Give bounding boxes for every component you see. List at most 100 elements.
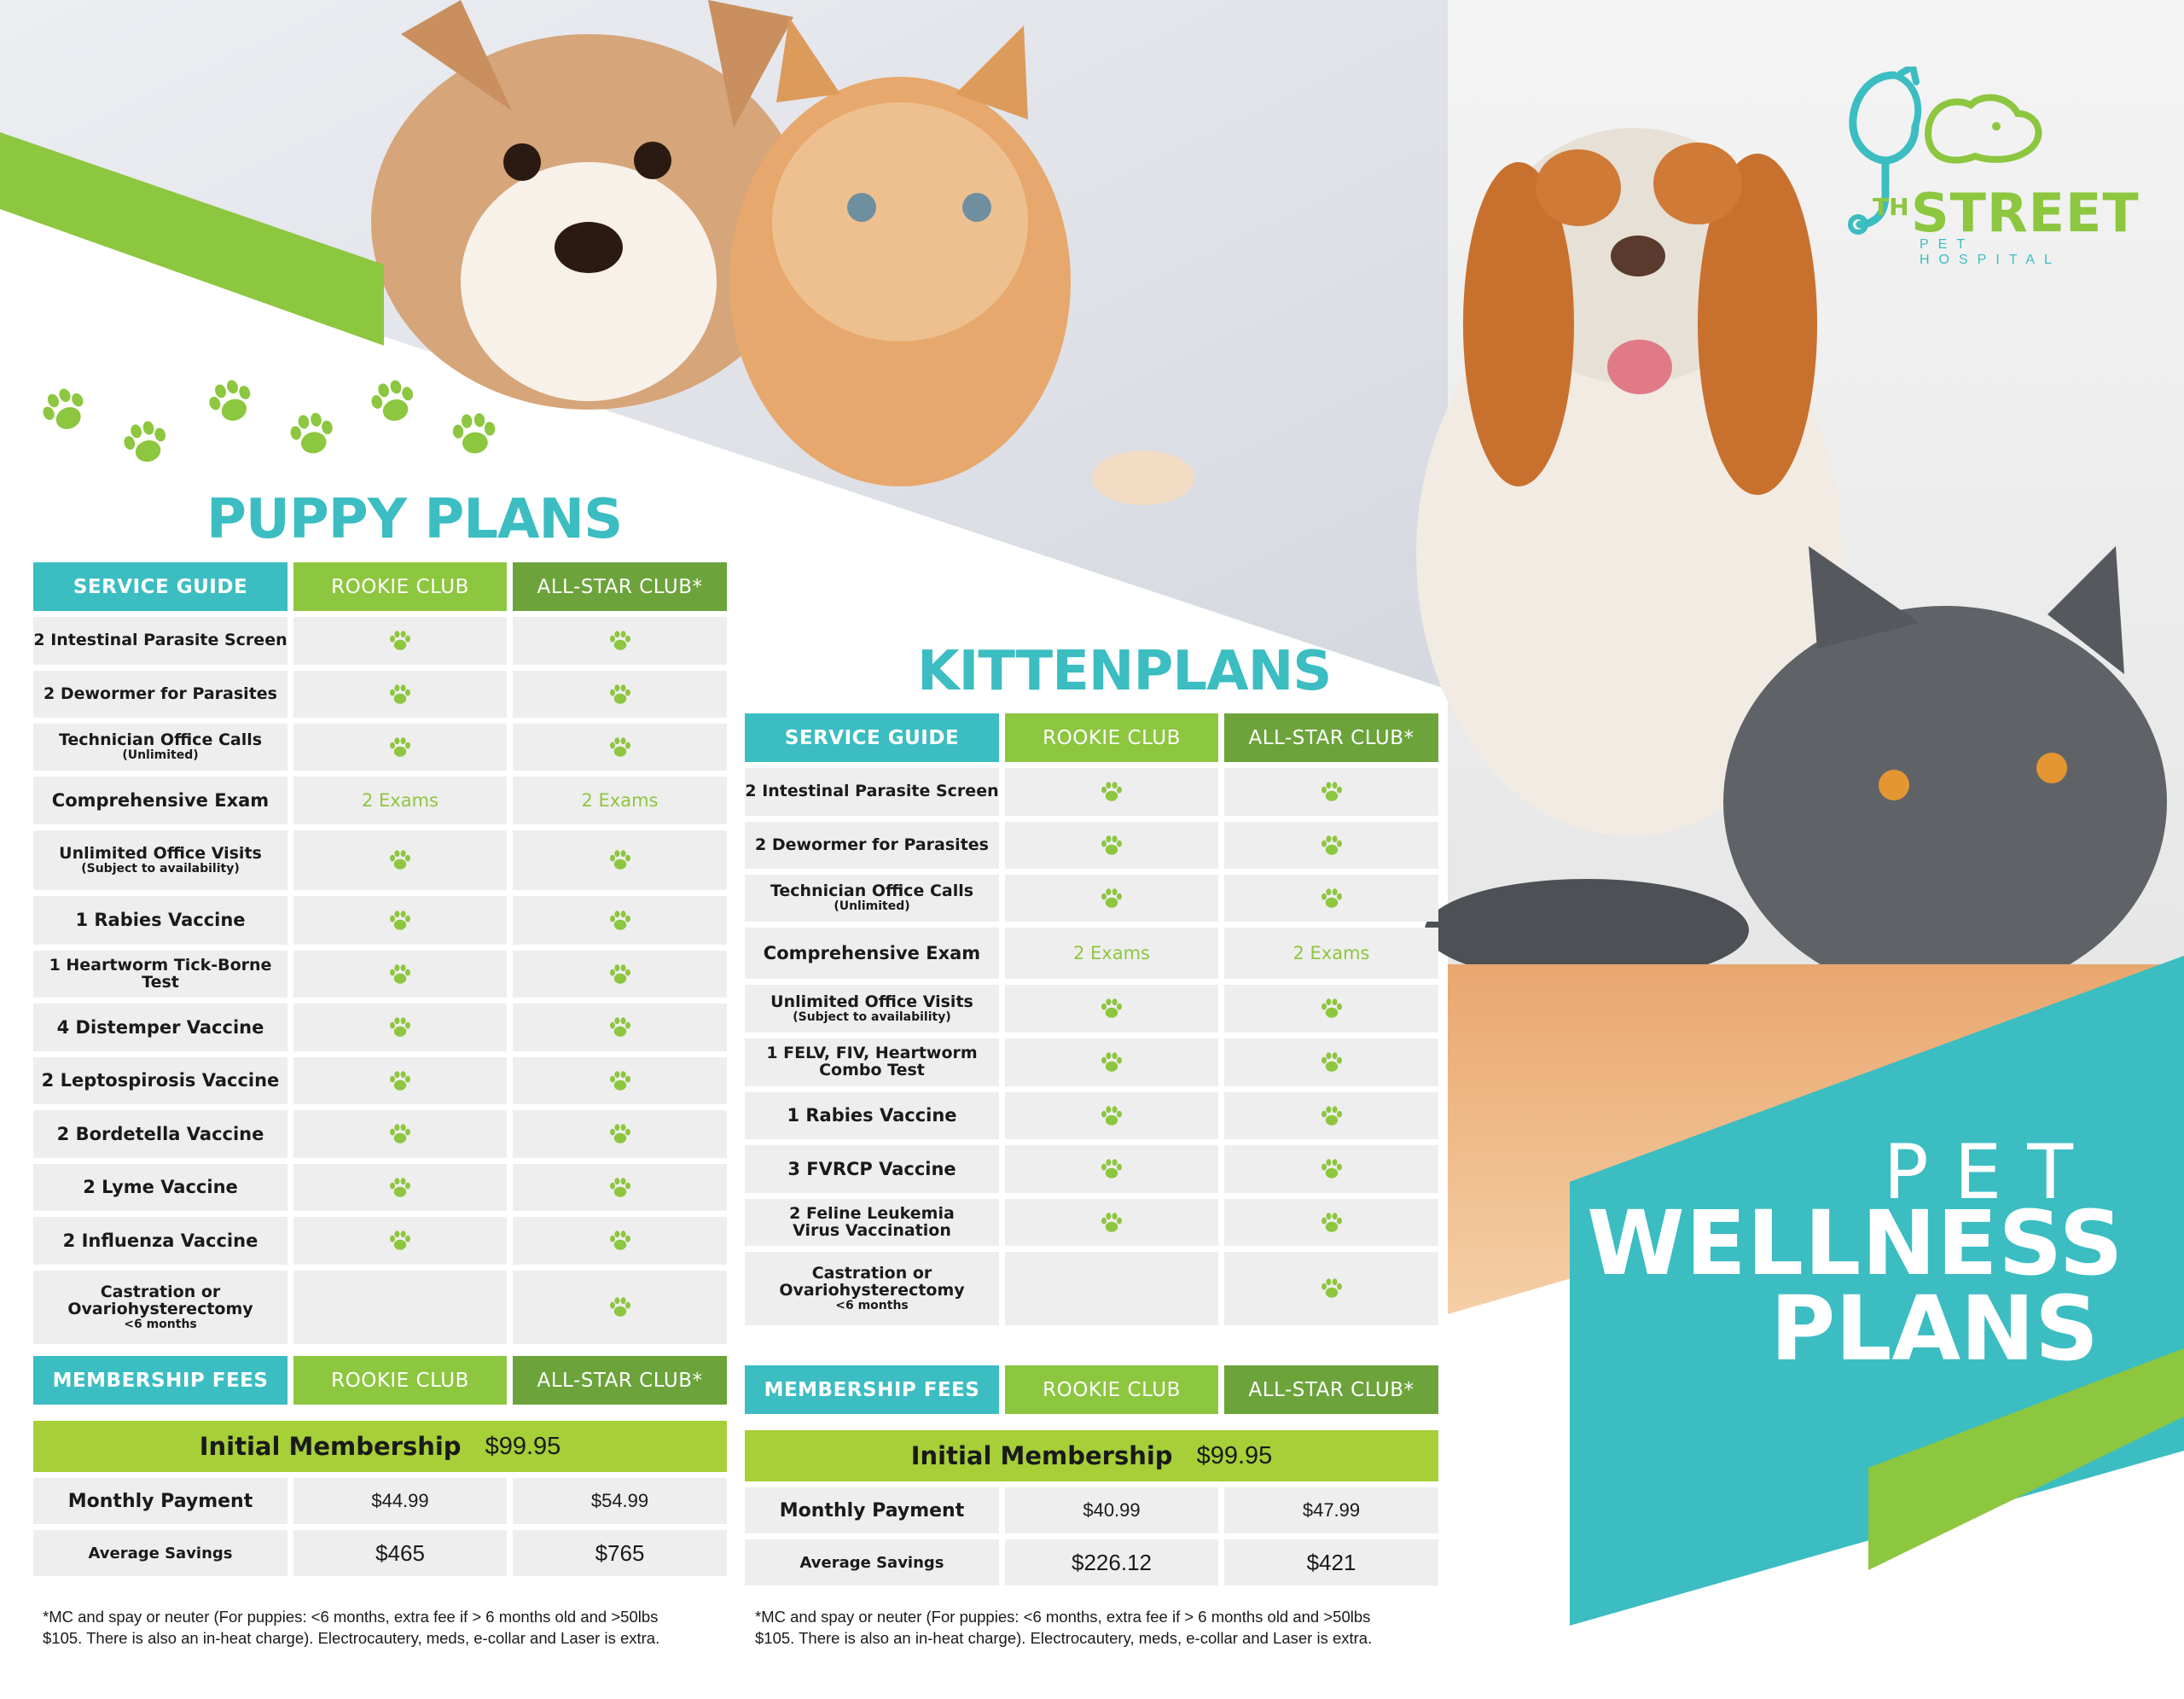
service-label: 2 Intestinal Parasite Screen [745, 783, 998, 800]
service-label-text: 4 Distemper Vaccine [57, 1018, 264, 1037]
service-row: 1 FELV, FIV, Heartworm Combo Test [745, 1039, 1438, 1086]
paw-icon [1319, 1276, 1345, 1301]
all-star-club-header: ALL-STAR CLUB* [1224, 713, 1438, 762]
service-row: Castration or Ovariohysterectomy <6 month… [33, 1271, 727, 1344]
all-star-club-cell [1224, 822, 1438, 869]
rookie-club-header: ROOKIE CLUB [1005, 713, 1218, 762]
all-star-club-cell [1224, 985, 1438, 1033]
service-name: Unlimited Office Visits (Subject to avail… [33, 830, 288, 890]
paw-icon [1319, 996, 1345, 1021]
all-star-club-cell [513, 1004, 727, 1051]
service-label: Technician Office Calls (Unlimited) [59, 732, 262, 762]
service-label-text: Castration or Ovariohysterectomy [779, 1266, 964, 1300]
service-label-text: Comprehensive Exam [52, 791, 269, 810]
all-star-club-cell [513, 1164, 727, 1211]
kitten-footnote: *MC and spay or neuter (For puppies: <6 … [755, 1607, 1455, 1650]
savings-rookie: $465 [293, 1530, 507, 1576]
service-label-subtext: <6 months [835, 1300, 909, 1312]
all-star-club-cell [513, 1110, 727, 1158]
initial-membership-value: $99.95 [485, 1433, 561, 1461]
service-row: 2 Leptospirosis Vaccine [33, 1057, 727, 1104]
service-label: 2 Influenza Vaccine [63, 1231, 258, 1250]
service-row: 2 Lyme Vaccine [33, 1164, 727, 1211]
paw-print-decoration [367, 375, 420, 433]
paw-icon [113, 410, 178, 475]
monthly-rookie: $44.99 [293, 1478, 507, 1524]
kitten-monthly-payment-row: Monthly Payment $40.99 $47.99 [745, 1487, 1438, 1533]
paw-icon [387, 1121, 413, 1147]
rookie-club-cell [293, 1164, 507, 1211]
paw-icon [282, 404, 343, 465]
service-label-text: Technician Office Calls [770, 883, 973, 900]
puppy-plans-heading: PUPPY PLANS [206, 488, 622, 551]
paw-icon [1319, 1156, 1345, 1182]
service-name: Comprehensive Exam [745, 928, 999, 979]
service-guide-header: SERVICE GUIDE [745, 713, 999, 762]
title-plans: PLANS [1587, 1284, 2099, 1373]
puppy-footnote: *MC and spay or neuter (For puppies: <6 … [43, 1607, 742, 1650]
service-label-text: 2 Bordetella Vaccine [57, 1125, 264, 1143]
rookie-club-cell [1005, 985, 1218, 1033]
service-label: Comprehensive Exam [764, 944, 980, 963]
service-row: 3 FVRCP Vaccine [745, 1145, 1438, 1193]
rookie-club-header: ROOKIE CLUB [293, 562, 507, 611]
paw-icon [30, 375, 100, 445]
service-label-subtext: <6 months [124, 1318, 197, 1331]
all-star-club-header: ALL-STAR CLUB* [1224, 1365, 1438, 1414]
service-name: 1 Heartworm Tick-Borne Test [33, 951, 288, 998]
paw-icon [387, 908, 413, 934]
footnote-line-2: $105. There is also an in-heat charge). … [755, 1628, 1455, 1650]
rookie-club-cell [1005, 768, 1218, 816]
paw-icon [387, 1175, 413, 1201]
service-row: Comprehensive Exam 2 Exams 2 Exams [33, 777, 727, 824]
exam-count: 2 Exams [582, 790, 659, 811]
paw-print-decoration [205, 375, 258, 433]
service-name: Unlimited Office Visits (Subject to avail… [745, 985, 999, 1033]
service-name: 2 Lyme Vaccine [33, 1164, 288, 1211]
service-label-text: 1 Rabies Vaccine [787, 1106, 956, 1125]
service-name: 2 Intestinal Parasite Screen [33, 617, 288, 665]
exam-count: 2 Exams [1293, 943, 1370, 963]
puppy-average-savings-row: Average Savings $465 $765 [33, 1530, 727, 1576]
service-label: Unlimited Office Visits (Subject to avail… [59, 846, 262, 876]
average-savings-label: Average Savings [745, 1539, 999, 1586]
rookie-club-cell [293, 1271, 507, 1344]
paw-icon [387, 628, 413, 654]
service-label: 2 Bordetella Vaccine [57, 1125, 264, 1143]
kitten-service-table: SERVICE GUIDE ROOKIE CLUB ALL-STAR CLUB*… [745, 713, 1438, 1331]
all-star-club-cell: 2 Exams [1224, 928, 1438, 979]
service-row: 2 Intestinal Parasite Screen [745, 768, 1438, 816]
all-star-club-cell [1224, 1092, 1438, 1139]
service-label-text: Comprehensive Exam [764, 944, 980, 963]
service-row: 2 Bordetella Vaccine [33, 1110, 727, 1158]
rookie-club-cell [293, 896, 507, 945]
all-star-club-cell: 2 Exams [513, 777, 727, 824]
paw-icon [445, 405, 502, 463]
rookie-club-header: ROOKIE CLUB [1005, 1365, 1218, 1414]
service-label: 4 Distemper Vaccine [57, 1018, 264, 1037]
exam-count: 2 Exams [362, 790, 439, 811]
service-label: 2 Leptospirosis Vaccine [42, 1071, 280, 1090]
service-label: Technician Office Calls (Unlimited) [770, 883, 973, 913]
footnote-line-2: $105. There is also an in-heat charge). … [43, 1628, 742, 1650]
paw-icon [1319, 1103, 1345, 1129]
rookie-club-cell [1005, 822, 1218, 869]
exam-count: 2 Exams [1073, 943, 1150, 963]
service-name: 2 Feline Leukemia Virus Vaccination [745, 1199, 999, 1246]
paw-icon [1319, 886, 1345, 911]
service-name: Technician Office Calls (Unlimited) [745, 875, 999, 922]
paw-print-decoration [286, 408, 339, 465]
service-label: 1 Rabies Vaccine [75, 911, 245, 929]
service-label: 2 Intestinal Parasite Screen [33, 632, 287, 649]
average-savings-label: Average Savings [33, 1530, 288, 1576]
service-label: 2 Feline Leukemia Virus Vaccination [789, 1206, 955, 1240]
service-label-subtext: (Unlimited) [122, 749, 198, 762]
kitten-service-header: SERVICE GUIDE ROOKIE CLUB ALL-STAR CLUB* [745, 713, 1438, 762]
rookie-club-cell [1005, 1199, 1218, 1246]
hospital-logo: TH STREET PET HOSPITAL [1834, 67, 2107, 263]
paw-icon [607, 1228, 633, 1254]
all-star-club-cell [1224, 1252, 1438, 1325]
service-name: 1 Rabies Vaccine [33, 896, 288, 945]
paw-print-decoration [119, 416, 172, 474]
service-label: 1 Heartworm Tick-Borne Test [33, 957, 288, 992]
